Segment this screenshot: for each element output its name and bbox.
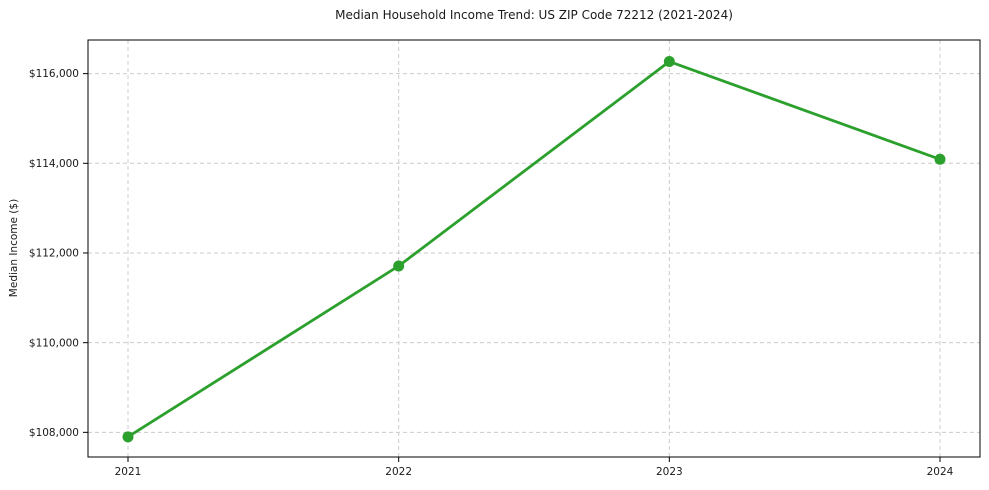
y-tick-label: $114,000 [29, 158, 79, 170]
plot-border [87, 39, 981, 458]
x-tick-label: 2023 [656, 466, 683, 478]
chart-title: Median Household Income Trend: US ZIP Co… [335, 8, 733, 22]
trend-line [126, 60, 942, 439]
x-tick-label: 2021 [115, 466, 142, 478]
x-tick-label: 2024 [927, 466, 954, 478]
data-point-marker [663, 56, 675, 68]
y-tick-label: $108,000 [29, 427, 79, 439]
y-tick-label: $112,000 [29, 248, 79, 260]
y-tick-label: $116,000 [29, 68, 79, 80]
y-tick-label: $110,000 [29, 337, 79, 349]
data-point-marker [934, 153, 946, 165]
data-point-marker [393, 260, 405, 272]
x-tick-label: 2022 [385, 466, 412, 478]
data-point-marker [122, 431, 134, 443]
